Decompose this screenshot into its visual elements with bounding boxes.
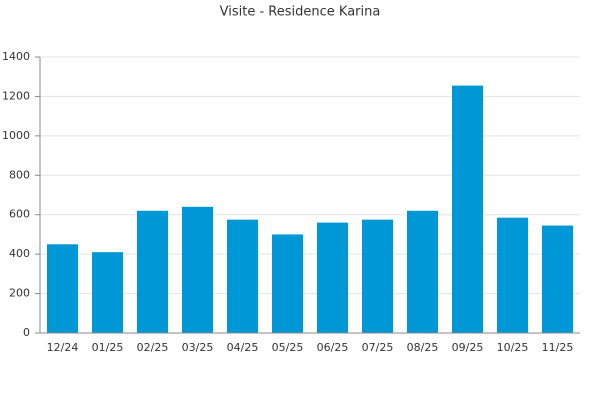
bar — [406, 210, 439, 333]
y-tick-label: 0 — [23, 326, 30, 339]
x-tick-label: 02/25 — [137, 341, 169, 354]
chart-title: Visite - Residence Karina — [220, 5, 381, 20]
x-tick-label: 08/25 — [407, 341, 439, 354]
bar — [496, 217, 529, 333]
bar — [226, 219, 259, 333]
x-tick-label: 09/25 — [452, 341, 484, 354]
x-tick-label: 01/25 — [92, 341, 124, 354]
y-tick-label: 200 — [9, 287, 30, 300]
bar — [361, 219, 394, 333]
y-tick-label: 1200 — [2, 89, 30, 102]
bar — [46, 244, 79, 333]
bar — [541, 225, 574, 333]
x-tick-label: 04/25 — [227, 341, 259, 354]
y-tick-label: 400 — [9, 247, 30, 260]
y-tick-label: 1400 — [2, 50, 30, 63]
bar — [271, 234, 304, 333]
bar — [136, 210, 169, 333]
x-tick-label: 12/24 — [47, 341, 79, 354]
y-tick-label: 1000 — [2, 129, 30, 142]
x-tick-label: 11/25 — [542, 341, 574, 354]
x-tick-label: 06/25 — [317, 341, 349, 354]
bar — [181, 206, 214, 333]
bar — [91, 252, 124, 333]
bar — [451, 85, 484, 333]
bar — [316, 222, 349, 333]
x-tick-label: 07/25 — [362, 341, 394, 354]
y-tick-label: 600 — [9, 208, 30, 221]
x-tick-label: 10/25 — [497, 341, 529, 354]
x-tick-label: 03/25 — [182, 341, 214, 354]
y-tick-label: 800 — [9, 168, 30, 181]
x-tick-label: 05/25 — [272, 341, 304, 354]
